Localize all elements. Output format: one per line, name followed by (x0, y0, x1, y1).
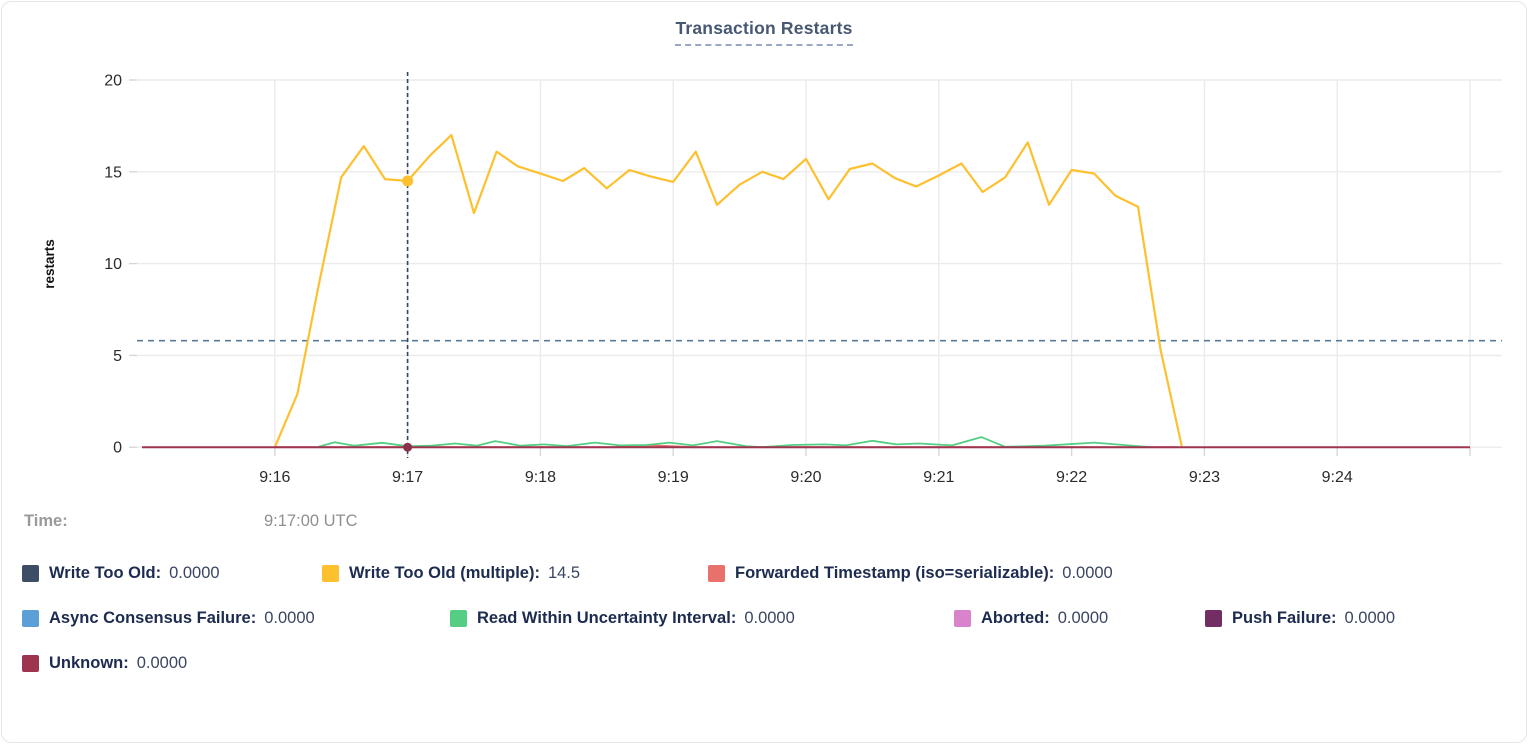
legend-item-aborted[interactable]: Aborted: 0.0000 (954, 609, 1205, 628)
legend-row-2: Async Consensus Failure: 0.0000 Read Wit… (22, 605, 1526, 631)
color-swatch (22, 564, 39, 582)
x-tick-label: 9:21 (923, 469, 954, 486)
crosshair-group (402, 72, 414, 458)
legend-row-1: Write Too Old: 0.0000 Write Too Old (mul… (22, 560, 1526, 586)
color-swatch (1205, 609, 1222, 627)
legend-item-async-consensus-failure[interactable]: Async Consensus Failure: 0.0000 (22, 609, 450, 628)
color-swatch (22, 609, 39, 627)
legend-item-read-within-uncertainty-interval[interactable]: Read Within Uncertainty Interval: 0.0000 (450, 609, 954, 628)
legend-label: Forwarded Timestamp (iso=serializable): (735, 563, 1055, 582)
legend-label: Unknown: (49, 653, 129, 672)
crosshair-dot (403, 442, 413, 452)
time-row: Time: 9:17:00 UTC (2, 512, 1526, 538)
legend-row-3: Unknown: 0.0000 (22, 650, 1526, 676)
x-tick-label: 9:22 (1056, 469, 1087, 486)
legend-label: Aborted: (981, 608, 1050, 627)
legend-value: 0.0000 (169, 563, 220, 582)
axis-labels-group: 0 5 10 15 20 9:16 9:17 9:18 9:19 9:20 9:21 9:22 9:23… (42, 73, 1353, 487)
y-tick-label: 15 (104, 164, 122, 181)
legend-label: Async Consensus Failure: (49, 608, 257, 627)
y-axis-title: restarts (42, 239, 57, 289)
y-tick-label: 10 (104, 256, 122, 273)
legend-item-unknown[interactable]: Unknown: 0.0000 (22, 654, 187, 673)
color-swatch (708, 564, 725, 582)
legend-value: 14.5 (547, 563, 581, 582)
legend-item-forwarded-timestamp[interactable]: Forwarded Timestamp (iso=serializable): … (708, 564, 1113, 583)
legend-value: 0.0000 (1062, 563, 1113, 582)
legend-value: 0.0000 (1344, 608, 1395, 627)
legend-value: 0.0000 (136, 653, 188, 672)
time-label: Time: (24, 512, 68, 530)
x-tick-label: 9:23 (1189, 469, 1220, 486)
y-tick-label: 20 (104, 73, 122, 90)
y-tick-label: 5 (113, 348, 122, 365)
color-swatch (22, 654, 39, 672)
chart-header: Transaction Restarts (2, 18, 1526, 58)
series-group (142, 134, 1470, 449)
legend-label: Write Too Old (multiple): (349, 563, 540, 582)
legend-item-write-too-old-multiple[interactable]: Write Too Old (multiple): 14.5 (322, 564, 708, 583)
legend-item-write-too-old[interactable]: Write Too Old: 0.0000 (22, 564, 322, 583)
legend-label: Push Failure: (1232, 608, 1337, 627)
color-swatch (954, 609, 971, 627)
legend-value: 0.0000 (1057, 608, 1109, 627)
x-tick-label: 9:17 (392, 469, 423, 486)
legend-item-push-failure[interactable]: Push Failure: 0.0000 (1205, 609, 1395, 628)
chart-svg[interactable]: 0 5 10 15 20 9:16 9:17 9:18 9:19 9:20 9:21 9:22 9:23… (2, 58, 1527, 498)
y-tick-label: 0 (113, 440, 122, 457)
legend-value: 0.0000 (744, 608, 795, 627)
crosshair-dot (402, 175, 414, 187)
x-tick-label: 9:16 (259, 469, 290, 486)
legend-label: Read Within Uncertainty Interval: (477, 608, 737, 627)
x-tick-label: 9:18 (525, 469, 556, 486)
gridlines-group (129, 79, 1502, 457)
legend-label: Write Too Old: (49, 563, 162, 582)
color-swatch (450, 609, 467, 627)
series-line (318, 436, 1152, 449)
x-tick-label: 9:24 (1322, 469, 1353, 486)
series-line (273, 134, 1183, 448)
color-swatch (322, 564, 339, 582)
time-value: 9:17:00 UTC (264, 512, 358, 530)
chart-legend: Write Too Old: 0.0000 Write Too Old (mul… (2, 560, 1526, 676)
legend-value: 0.0000 (264, 608, 315, 627)
chart-title[interactable]: Transaction Restarts (675, 18, 853, 46)
x-tick-label: 9:20 (790, 469, 821, 486)
x-tick-label: 9:19 (658, 469, 689, 486)
